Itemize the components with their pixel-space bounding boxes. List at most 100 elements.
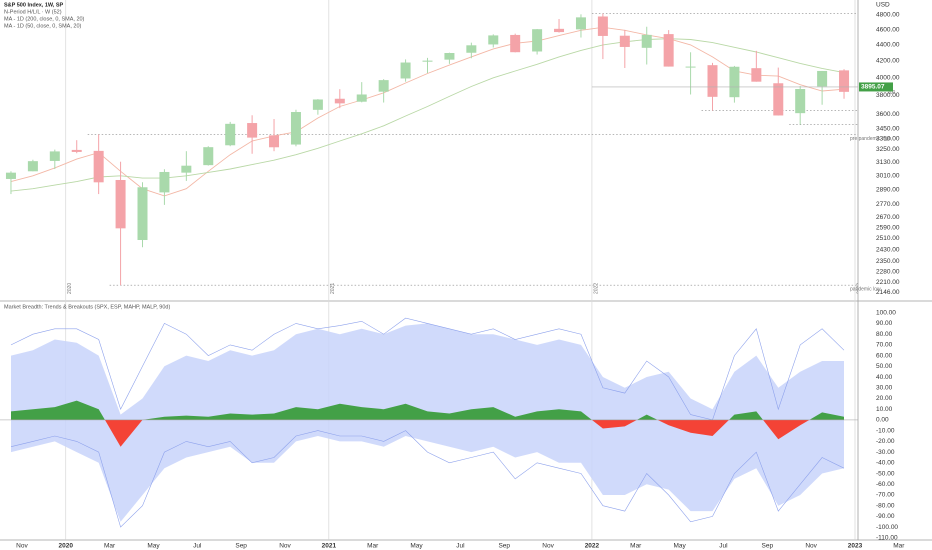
candle-body [5, 172, 16, 179]
net-positive [11, 400, 844, 420]
y-tick-label: -70.00 [876, 492, 895, 499]
level-label: pandemic low [850, 287, 881, 293]
candle-body [641, 34, 652, 48]
x-tick-label: Nov [16, 543, 28, 550]
y-tick-label: 60.00 [876, 352, 893, 359]
year-marker: 2021 [330, 283, 336, 294]
year-marker: 2022 [593, 283, 599, 294]
candle-body [115, 179, 126, 229]
candle-body [466, 45, 477, 53]
y-tick-label: 3600.00 [876, 111, 900, 118]
y-tick-label: 90.00 [876, 320, 893, 327]
y-tick-label: 3250.00 [876, 146, 900, 153]
y-tick-label: 50.00 [876, 363, 893, 370]
y-tick-label: 2280.00 [876, 268, 900, 275]
breadth-band [11, 323, 844, 420]
y-tick-label: 4600.00 [876, 26, 900, 33]
candle-body [159, 171, 170, 193]
candle-body [422, 60, 433, 62]
x-tick-label: May [410, 543, 423, 550]
currency: USD [876, 2, 890, 9]
x-tick-label: May [147, 543, 160, 550]
y-tick-label: -60.00 [876, 481, 895, 488]
x-tick-label: Sep [762, 543, 774, 550]
x-tick-label: Mar [630, 543, 642, 550]
candle-body [378, 80, 389, 92]
y-tick-label: 100.00 [876, 309, 896, 316]
y-tick-label: 2670.00 [876, 214, 900, 221]
x-tick-label: Nov [805, 543, 817, 550]
y-tick-label: 2210.00 [876, 279, 900, 286]
candle-body [619, 35, 630, 47]
candle-body [663, 34, 674, 67]
y-tick-label: 2430.00 [876, 246, 900, 253]
y-tick-label: 0.00 [876, 417, 889, 424]
y-tick-label: -50.00 [876, 470, 895, 477]
x-tick-label: Sep [498, 543, 510, 550]
y-tick-label: 2770.00 [876, 201, 900, 208]
y-tick-label: 2350.00 [876, 258, 900, 265]
candle-body [137, 187, 148, 241]
y-tick-label: 2146.00 [876, 289, 900, 296]
last-price-box [859, 82, 893, 92]
candle-body [707, 65, 718, 97]
x-tick-label: Sep [235, 543, 247, 550]
x-tick-label: Jul [719, 543, 728, 550]
candle-body [488, 35, 499, 45]
candle-body [510, 34, 521, 53]
candle-body [729, 66, 740, 98]
axes: Nov 2020 Mar May Jul Sep Nov 2021 Mar May Jul Sep No… [16, 12, 905, 550]
x-tick-label: Mar [893, 543, 905, 550]
candle-body [839, 70, 850, 92]
breadth-line [10, 317, 845, 421]
x-tick-label: Jul [456, 543, 465, 550]
x-tick-label: Nov [542, 543, 554, 550]
y-tick-label: 4800.00 [876, 12, 900, 19]
level-label: pre pandemic high [850, 136, 891, 142]
breadth-band [11, 419, 844, 522]
candle-body [71, 149, 82, 152]
candle-body [356, 94, 367, 102]
candle-body [312, 99, 323, 110]
y-tick-label: 3350.00 [876, 136, 900, 143]
candle-body [795, 88, 806, 114]
price-pane: 2020 2021 2022 2023 [5, 0, 862, 300]
candle-body [685, 66, 696, 68]
y-tick-label: -30.00 [876, 449, 895, 456]
y-tick-label: 20.00 [876, 395, 893, 402]
legend-entry: MA - 1D (50, close, 0, SMA, 20) [4, 23, 82, 29]
y-tick-label: 2890.00 [876, 187, 900, 194]
y-tick-label: -90.00 [876, 513, 895, 520]
y-tick-label: -40.00 [876, 460, 895, 467]
year-marker: 2020 [67, 283, 73, 294]
y-tick-label: 40.00 [876, 374, 893, 381]
y-tick-label: 4200.00 [876, 58, 900, 65]
x-tick-label: Mar [367, 543, 379, 550]
candle-body [554, 28, 565, 33]
candle-body [203, 147, 214, 166]
x-tick-label: Nov [279, 543, 291, 550]
breadth-pane [0, 302, 858, 540]
candle-body [400, 62, 411, 79]
x-tick-label: May [673, 543, 686, 550]
candle-body [532, 29, 543, 52]
candle-body [334, 98, 345, 104]
candle-body [225, 123, 236, 146]
y-tick-label: 4400.00 [876, 42, 900, 49]
legend-indicator: N-Period H/L/L · W (52) [4, 9, 62, 15]
y-tick-label: -20.00 [876, 438, 895, 445]
x-tick-label: Mar [104, 543, 116, 550]
y-tick-label: 10.00 [876, 406, 893, 413]
candle-body [247, 123, 258, 138]
y-tick-label: -80.00 [876, 502, 895, 509]
y-tick-label: 3450.00 [876, 126, 900, 133]
y-tick-label: -10.00 [876, 427, 895, 434]
y-tick-label: 3010.00 [876, 173, 900, 180]
year-marker: 2023 [856, 283, 862, 294]
chart-title: S&P 500 Index, 1W, SP [4, 2, 64, 8]
moving-average [10, 38, 845, 192]
annotation: 200 [887, 90, 896, 96]
candle-body [93, 150, 104, 183]
candle-body [751, 68, 762, 82]
